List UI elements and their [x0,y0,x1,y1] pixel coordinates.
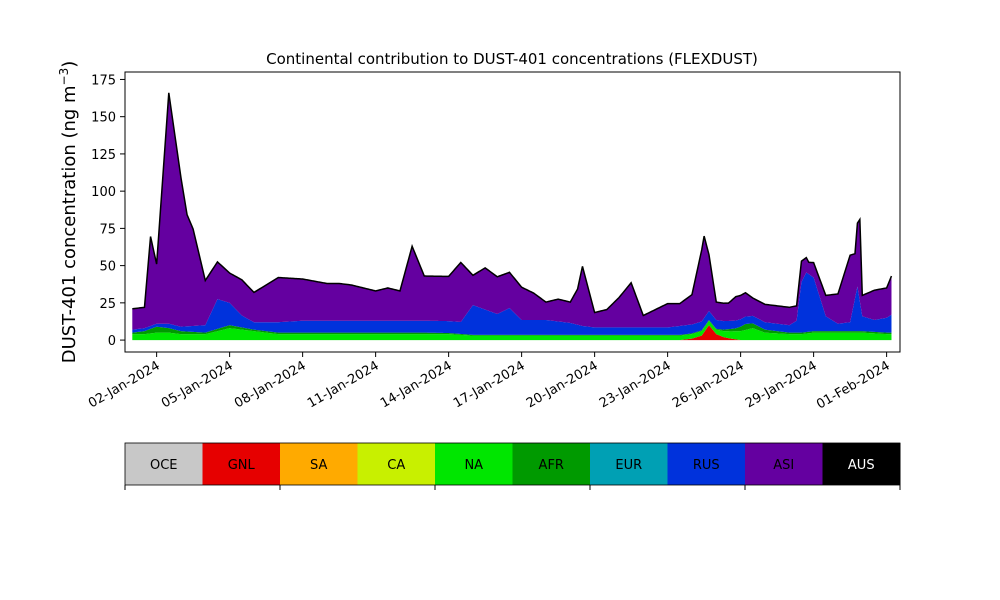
x-tick-label: 05-Jan-2024 [159,358,236,411]
x-tick-label: 08-Jan-2024 [232,358,309,411]
legend-swatch-asi [745,443,823,485]
legend-swatch-oce [125,443,203,485]
y-tick-label: 75 [99,222,116,237]
y-axis-label-end: ) [59,61,80,68]
y-tick-label: 100 [91,185,116,200]
y-tick-label: 50 [99,260,116,275]
legend-label-gnl: GNL [228,458,256,473]
stacked-areas [132,92,892,341]
x-axis: 02-Jan-202405-Jan-202408-Jan-202411-Jan-… [86,352,893,412]
legend-swatch-na [435,443,513,485]
x-tick-label: 14-Jan-2024 [378,358,455,411]
area-na [132,320,892,341]
legend-label-afr: AFR [539,458,564,473]
legend-swatch-afr [512,443,591,485]
y-tick-label: 0 [108,334,116,349]
legend-swatch-rus [667,443,746,485]
legend-label-rus: RUS [693,458,720,473]
legend-swatch-eur [590,443,668,485]
legend-label-aus: AUS [848,458,875,473]
legend-label-eur: EUR [615,458,642,473]
legend-label-oce: OCE [150,458,178,473]
plot-frame [124,71,901,353]
legend-swatch-gnl [202,443,281,485]
y-tick-label: 175 [91,73,116,88]
x-tick-label: 11-Jan-2024 [305,358,382,411]
y-tick-label: 125 [91,148,116,163]
legend-label-na: NA [464,458,483,473]
legend-label-asi: ASI [773,458,794,473]
area-afr [132,319,892,336]
chart-title: Continental contribution to DUST-401 con… [266,50,758,68]
y-tick-label: 25 [99,297,116,312]
x-tick-label: 17-Jan-2024 [451,358,528,411]
x-tick-label: 23-Jan-2024 [597,358,674,411]
y-axis-label-main: DUST-401 concentration (ng m [59,85,80,363]
y-axis: 0 25 50 75 100 125 150 175 [91,73,125,349]
area-rus [132,272,892,335]
area-asi [132,92,892,330]
x-tick-label: 02-Jan-2024 [86,358,163,411]
legend-frame [124,442,901,486]
y-tick-label: 150 [91,111,116,126]
y-axis-label: DUST-401 concentration (ng m−3) [57,61,80,364]
x-tick-label: 26-Jan-2024 [670,358,747,411]
x-tick-label: 29-Jan-2024 [743,358,820,411]
x-tick-label: 01-Feb-2024 [814,358,893,412]
y-axis-label-superscript: −3 [57,68,71,86]
legend-label-sa: SA [310,458,327,473]
legend-swatch-aus [822,443,901,485]
area-gnl [132,325,892,341]
legend-swatch-ca [357,443,436,485]
total-concentration-line [132,92,893,317]
legend-swatch-sa [280,443,358,485]
legend-label-ca: CA [387,458,405,473]
x-tick-label: 20-Jan-2024 [524,358,601,411]
continent-legend-colorbar: OCE GNL SA CA NA AFR EUR RUS ASI AUS [124,442,901,490]
